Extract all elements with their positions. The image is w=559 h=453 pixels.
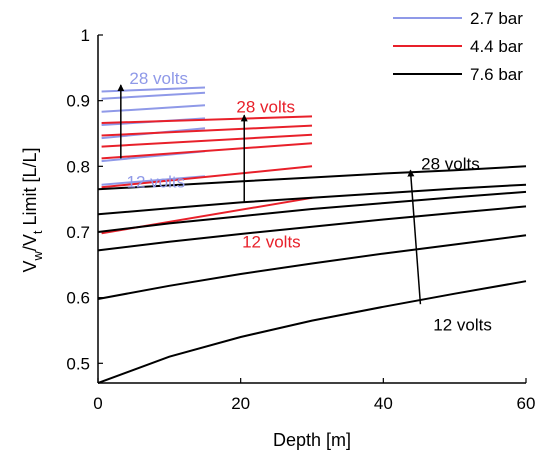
series-2-line-2 <box>101 165 313 189</box>
y-label-part-2: /V <box>20 234 40 251</box>
y-label-sub-2: t <box>30 230 45 234</box>
x-tick-label: 40 <box>374 394 393 413</box>
y-tick-label: 0.5 <box>66 354 90 373</box>
series-2-line-5 <box>101 124 313 137</box>
series-1-line-5 <box>101 104 206 113</box>
y-tick-label: 1 <box>81 26 90 45</box>
annotation-arrow-3 <box>407 169 422 305</box>
series-3-line-5 <box>97 183 527 216</box>
y-tick-label: 0.6 <box>66 289 90 308</box>
series-1-line-6 <box>101 91 206 100</box>
series-3-line-2 <box>97 234 527 300</box>
series-3-line-6 <box>97 165 527 191</box>
annotation-label-5: 28 volts <box>421 155 480 174</box>
axes <box>97 35 526 384</box>
annotation-arrows <box>117 84 422 305</box>
series-2-line-6 <box>101 115 313 124</box>
legend-entry-3: 7.6 bar <box>470 65 523 84</box>
annotation-label-4: 12 volts <box>242 233 301 252</box>
series-3-line-4 <box>97 190 527 233</box>
y-label-part-3: Limit [L/L] <box>20 147 40 230</box>
x-ticks: 0 20 40 60 <box>93 378 535 413</box>
series-3-line-3 <box>97 205 527 252</box>
y-label-part-1: V <box>20 261 40 273</box>
annotation-label-2: 12 volts <box>127 172 186 191</box>
y-tick-label: 0.8 <box>66 157 90 176</box>
x-axis-label: Depth [m] <box>273 430 351 450</box>
y-label-sub-1: w <box>30 251 45 262</box>
x-tick-label: 20 <box>231 394 250 413</box>
x-tick-label: 0 <box>93 394 102 413</box>
legend-entry-1: 2.7 bar <box>470 9 523 28</box>
y-tick-label: 0.9 <box>66 92 90 111</box>
annotation-label-6: 12 volts <box>433 315 492 334</box>
annotation-label-1: 28 volts <box>129 69 188 88</box>
annotation-label-3: 28 volts <box>236 97 295 116</box>
series-3-line-1 <box>97 280 527 384</box>
legend: 2.7 bar 4.4 bar 7.6 bar <box>393 9 523 84</box>
series-2-line-4 <box>101 133 313 148</box>
y-axis-label: Vw/Vt Limit [L/L] <box>20 147 45 272</box>
series-1-line-1 <box>101 175 206 186</box>
series-2-line-3 <box>101 142 313 160</box>
y-tick-label: 0.7 <box>66 223 90 242</box>
plot-lines <box>97 86 527 384</box>
x-tick-label: 60 <box>517 394 536 413</box>
annotations: 28 volts 12 volts 28 volts 12 volts 28 volts… <box>127 69 492 334</box>
y-ticks: 0.5 0.6 0.7 0.8 0.9 1 <box>66 26 103 373</box>
legend-entry-2: 4.4 bar <box>470 37 523 56</box>
